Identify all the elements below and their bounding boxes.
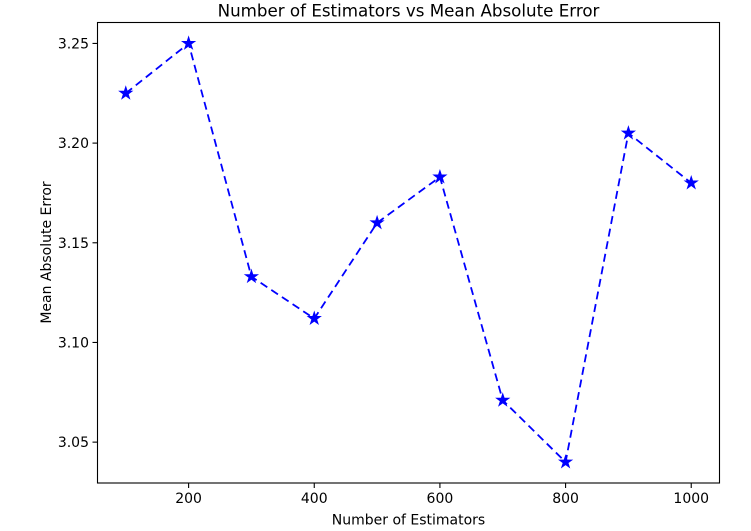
data-point-marker — [432, 169, 448, 184]
data-point-marker — [180, 35, 197, 50]
x-tick-label: 200 — [175, 491, 202, 507]
plot-area: 200 400 600 800 1000 3.05 3.10 3.15 3.20 3.25 — [58, 21, 721, 507]
data-point-marker — [369, 214, 385, 230]
x-tick-label: 600 — [427, 491, 454, 507]
y-tick-label: 3.05 — [58, 435, 89, 451]
data-point-marker — [683, 174, 699, 190]
x-axis-label: Number of Estimators — [332, 513, 485, 529]
y-tick-label: 3.20 — [58, 136, 89, 152]
x-tick-label: 1000 — [673, 491, 709, 507]
data-point-marker — [495, 392, 511, 407]
y-axis-label: Mean Absolute Error — [39, 181, 55, 324]
x-tick-label: 400 — [301, 491, 328, 507]
data-point-marker — [243, 268, 260, 284]
data-point-marker — [557, 454, 574, 469]
data-point-marker — [306, 310, 322, 326]
plot-border — [96, 21, 721, 484]
y-tick-label: 3.25 — [58, 36, 89, 52]
data-point-marker — [620, 125, 637, 140]
chart-title: Number of Estimators vs Mean Absolute Er… — [218, 1, 600, 21]
y-tick-label: 3.15 — [58, 236, 89, 252]
x-tick-label: 800 — [552, 491, 579, 507]
mae-line — [125, 41, 692, 464]
data-point-marker — [118, 85, 134, 100]
plot-background — [97, 22, 720, 483]
y-tick-label: 3.10 — [58, 335, 89, 351]
